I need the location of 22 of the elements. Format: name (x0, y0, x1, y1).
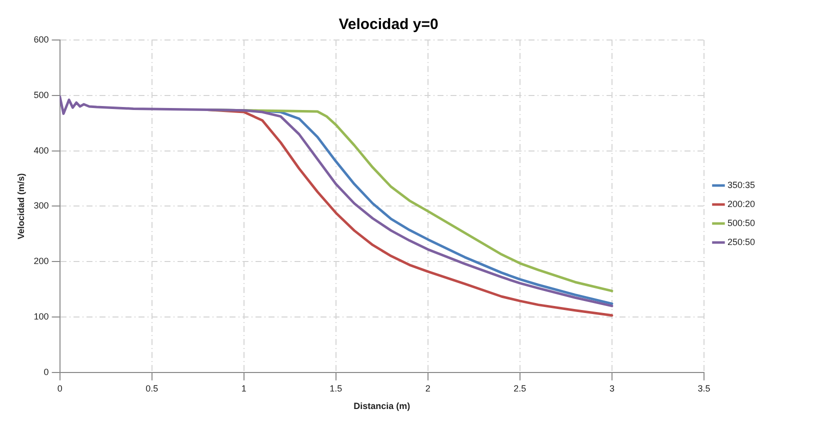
y-tick-label: 400 (34, 145, 49, 156)
chart-title: Velocidad y=0 (338, 16, 438, 34)
y-tick-label: 200 (34, 256, 49, 266)
x-tick-label: 2 (425, 383, 430, 394)
y-tick-label: 300 (34, 200, 49, 211)
y-tick-label: 100 (34, 311, 49, 322)
x-tick-label: 3 (609, 383, 614, 394)
y-tick-label: 500 (34, 90, 49, 100)
x-tick-label: 2.5 (514, 383, 526, 394)
x-tick-label: 1 (241, 383, 246, 394)
x-tick-label: 1.5 (330, 383, 342, 394)
x-tick-label: 0.5 (146, 383, 158, 394)
y-tick-label: 600 (34, 34, 49, 44)
y-axis-title: Velocidad (m/s) (16, 173, 26, 240)
x-axis-title: Distancia (m) (354, 401, 410, 412)
y-tick-label: 0 (44, 366, 49, 377)
x-tick-label: 3.5 (698, 383, 710, 394)
legend-label: 250:50 (727, 236, 756, 247)
legend-label: 500:50 (727, 218, 756, 228)
legend-label: 350:35 (727, 180, 756, 190)
legend-label: 200:20 (727, 198, 756, 209)
x-tick-label: 0 (57, 383, 62, 394)
